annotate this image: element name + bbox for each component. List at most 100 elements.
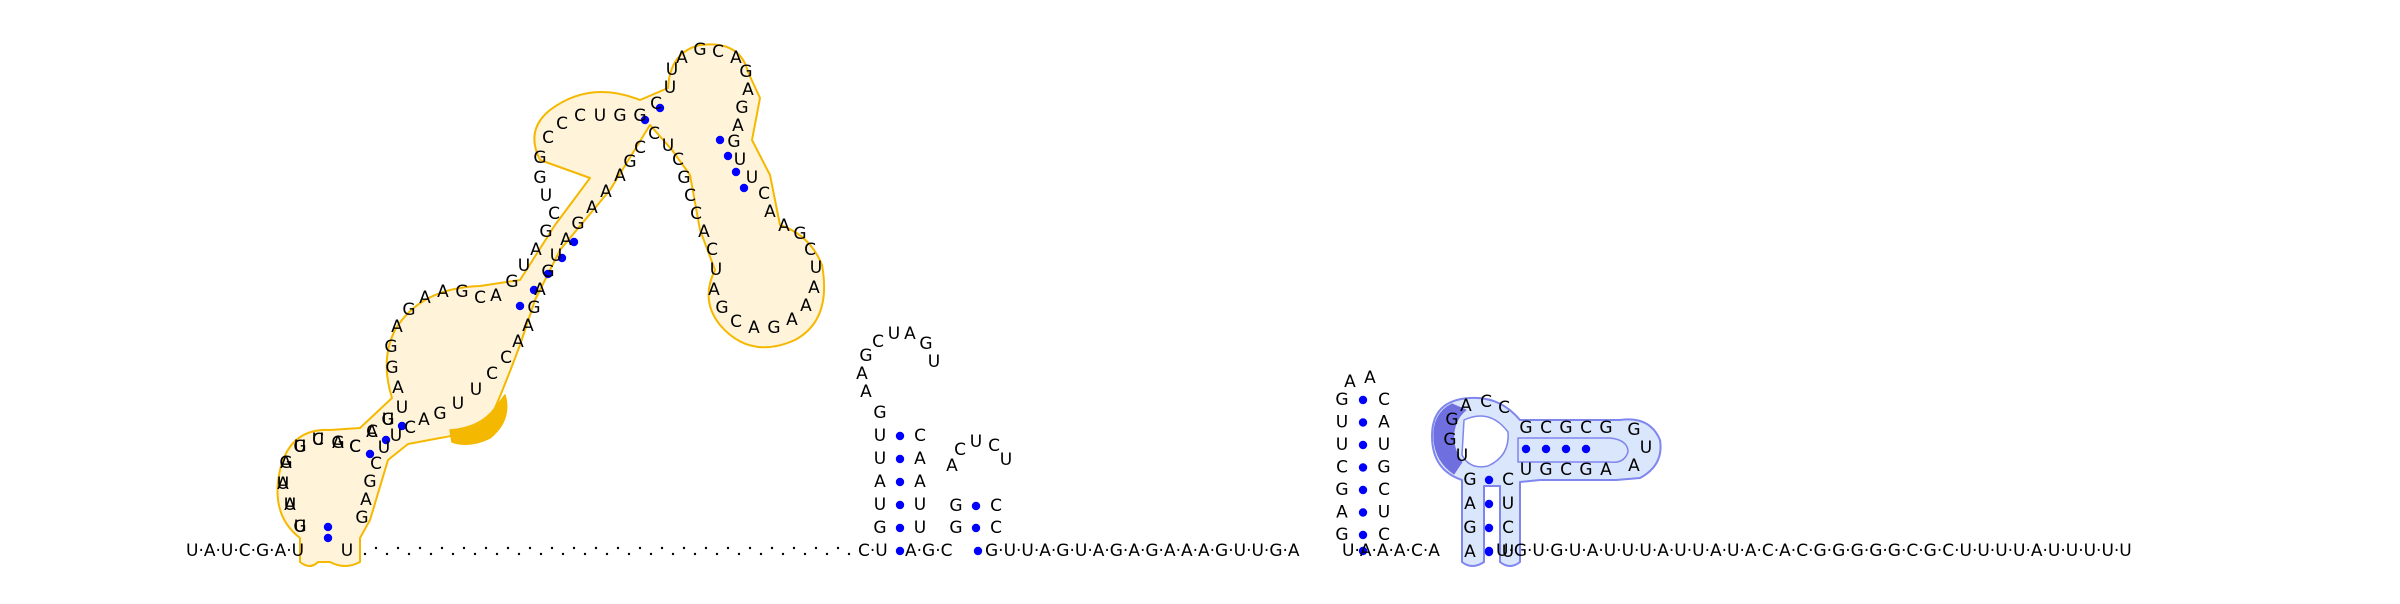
backbone-gap-dot: [506, 546, 510, 550]
orange-highlight-segment: [449, 394, 508, 445]
hairpin4-left-nucleotide: A: [1336, 503, 1348, 523]
helix5-arm-end-nucleotide: G: [1627, 420, 1640, 440]
hairpin4-left-nucleotide: U: [1336, 435, 1348, 455]
helix1-nucleotide: A: [614, 166, 626, 186]
backbone-gap-dot: [748, 546, 752, 550]
backbone-gap-dot: [627, 552, 631, 556]
backbone-gap-dot: [726, 546, 730, 550]
hairpin2-right-nucleotide: U: [914, 495, 926, 515]
baseline-base-pair: [1358, 546, 1368, 556]
baseline-base-pair: [323, 533, 333, 543]
hairpin3-loop-nucleotide: U: [970, 432, 982, 452]
helix1-nucleotide: C: [712, 42, 724, 62]
blue-arm-box: [1517, 437, 1629, 464]
helix1-nucleotide: G: [279, 453, 292, 473]
hairpin2-right-nucleotide: C: [914, 426, 926, 446]
backbone-gap-dot: [396, 546, 400, 550]
helix5-loop-nucleotide: C: [1498, 398, 1510, 418]
helix1-nucleotide: G: [693, 40, 706, 60]
hairpin3-loop-nucleotide: A: [946, 456, 958, 476]
helix1-nucleotide: U: [382, 410, 394, 430]
helix5-right-nucleotide: C: [1502, 518, 1514, 538]
helix1-nucleotide: G: [727, 132, 740, 152]
hairpin4-right-nucleotide: C: [1378, 525, 1390, 545]
helix1-nucleotide: G: [505, 272, 518, 292]
nucleotide-labels: U·A·U·C·G·A·U U C·U A·G·C G·U·U·A·G·U·A·G·A·…: [186, 40, 2132, 562]
helix1-nucleotide: A: [490, 286, 502, 306]
baseline-right-sequence: U·G·U·G·U·A·U·U·U·A·U·U·A·U·A·C·A·C·G·G·…: [1496, 541, 2132, 561]
helix1-nucleotide: G: [533, 148, 546, 168]
helix1-nucleotide: A: [332, 433, 344, 453]
backbone-gap-dot: [583, 552, 587, 556]
helix1-nucleotide: U: [666, 60, 678, 80]
baseline-sequence: G·U·U·A·G·U·A·G·A·G·A·A·A·G·U·U·G·A: [985, 541, 1300, 561]
helix1-base-pair: [515, 301, 525, 311]
backbone-gap-dot: [407, 552, 411, 556]
helix1-base-pair: [739, 183, 749, 193]
helix1-nucleotide: U: [390, 426, 402, 446]
helix1-nucleotide: G: [739, 62, 752, 82]
baseline-nucleotide: U: [341, 541, 353, 561]
hairpin2-left-nucleotide: U: [874, 426, 886, 446]
backbone-gap-dot: [539, 552, 543, 556]
helix1-nucleotide: U: [550, 246, 562, 266]
hairpin4-base-pair: [1358, 395, 1368, 405]
helix1-nucleotide: U: [396, 398, 408, 418]
backbone-gap-dot: [847, 552, 851, 556]
helix1-nucleotide: G: [331, 433, 344, 453]
helix5-loop-nucleotide: G: [1445, 410, 1458, 430]
helix5-arm-bottom-nucleotide: G: [1579, 460, 1592, 480]
helix5-loop-nucleotide: U: [1456, 446, 1468, 466]
hairpin2-loop-nucleotide: A: [856, 364, 868, 384]
helix1-nucleotide: G: [623, 152, 636, 172]
helix1-nucleotide: C: [650, 94, 662, 114]
helix1-nucleotide: A: [778, 216, 790, 236]
backbone-gap-dot: [495, 552, 499, 556]
helix1-nucleotide: G: [677, 168, 690, 188]
helix1-nucleotide: C: [500, 348, 512, 368]
backbone-gap-dot: [605, 552, 609, 556]
hairpin2-left-nucleotide: G: [873, 403, 886, 423]
helix1-nucleotide: U: [284, 495, 296, 515]
backbone-gap-dot: [594, 546, 598, 550]
helix1-nucleotide: C: [548, 204, 560, 224]
helix1-nucleotide: G: [385, 358, 398, 378]
backbone-gap-dot: [660, 546, 664, 550]
helix1-base-pair: [323, 522, 333, 532]
helix1-base-pair: [529, 285, 539, 295]
helix1-nucleotide: G: [293, 517, 306, 537]
helix1-nucleotide: A: [280, 453, 292, 473]
helix1-nucleotide: G: [533, 168, 546, 188]
helix5-loop-nucleotide: A: [1460, 396, 1472, 416]
helix1-nucleotide: C: [758, 184, 770, 204]
hairpin4-left-nucleotide: C: [1336, 458, 1348, 478]
hairpin2-loop-nucleotide: U: [928, 352, 940, 372]
helix1-nucleotide: A: [676, 48, 688, 68]
helix1-nucleotide: A: [366, 422, 378, 442]
helix1-nucleotide: C: [634, 138, 646, 158]
hairpin3-loop-nucleotide: U: [1000, 450, 1012, 470]
hairpin3-base-pair: [971, 523, 981, 533]
backbone-gap-dot: [737, 552, 741, 556]
helix1-nucleotide: C: [684, 186, 696, 206]
helix1-nucleotide: U: [312, 430, 324, 450]
helix1-nucleotide: G: [384, 337, 397, 357]
helix1-nucleotide: G: [735, 98, 748, 118]
backbone-gap-dot: [781, 552, 785, 556]
backbone-gap-dot: [814, 546, 818, 550]
domain-outlines: [276, 43, 1662, 567]
helix1-nucleotide: G: [793, 224, 806, 244]
helix1-base-pair: [557, 253, 567, 263]
hairpin3-loop-nucleotide: C: [988, 436, 1000, 456]
helix5-arm-bottom-nucleotide: U: [1520, 460, 1532, 480]
hairpin2-loop-nucleotide: A: [860, 382, 872, 402]
helix5-right-nucleotide: C: [1502, 470, 1514, 490]
helix1-nucleotide: A: [419, 288, 431, 308]
helix5-left-nucleotide: A: [1464, 542, 1476, 562]
helix1-nucleotide: U: [294, 517, 306, 537]
helix1-nucleotide: C: [648, 124, 660, 144]
hairpin2-right-nucleotide: A: [914, 472, 926, 492]
helix1-nucleotide: C: [804, 240, 816, 260]
helix1-nucleotide: U: [470, 380, 482, 400]
backbone-gap-dot: [715, 552, 719, 556]
